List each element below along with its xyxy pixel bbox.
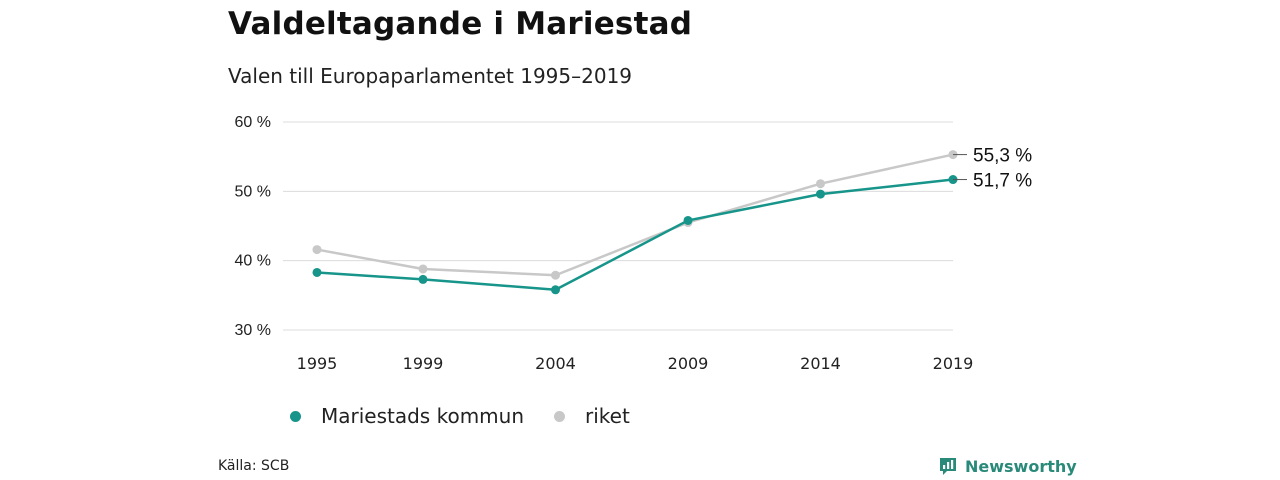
data-point-mariestad-1999	[418, 274, 428, 284]
data-point-mariestad-2014	[816, 189, 825, 199]
x-tick-label: 2009	[668, 354, 709, 373]
x-tick-label: 2014	[800, 354, 841, 373]
chart-subtitle: Valen till Europaparlamentet 1995–2019	[228, 64, 633, 88]
y-tick-label: 40 %	[235, 253, 271, 270]
legend: Mariestads kommun riket	[290, 404, 660, 428]
y-tick-label: 30 %	[235, 322, 271, 339]
chart-title: Valdeltagande i Mariestad	[228, 6, 693, 42]
y-tick-label: 50 %	[235, 183, 271, 200]
data-point-riket-2014	[816, 179, 825, 189]
y-tick-label: 60 %	[235, 114, 271, 131]
legend-marker-mariestad	[290, 410, 301, 422]
data-point-riket-2004	[551, 270, 560, 280]
legend-label-riket: riket	[585, 404, 630, 428]
data-point-riket-1999	[418, 264, 428, 274]
legend-label-mariestad: Mariestads kommun	[321, 404, 525, 428]
brand-logo: Newsworthy	[938, 456, 1077, 476]
end-label-riket: 55,3 %	[973, 146, 1032, 167]
legend-item-riket: riket	[554, 404, 630, 428]
series-line-mariestad	[315, 178, 955, 292]
x-tick-label: 2004	[535, 354, 576, 373]
data-point-mariestad-2004	[551, 285, 560, 295]
data-point-mariestad-2009	[683, 215, 693, 225]
series-line-riket	[315, 153, 955, 277]
brand-name: Newsworthy	[965, 456, 1077, 476]
x-tick-label: 1995	[297, 354, 338, 373]
data-point-mariestad-1995	[312, 267, 322, 277]
legend-item-mariestad: Mariestads kommun	[290, 404, 524, 428]
x-tick-label: 2019	[933, 354, 974, 373]
line-chart: 30 % 40 % 50 % 60 % 1995 1999 2004 2009 2014 2019…	[235, 114, 1033, 373]
data-point-riket-1995	[312, 245, 322, 255]
x-tick-label: 1999	[403, 354, 444, 373]
end-label-mariestad: 51,7 %	[973, 171, 1032, 192]
legend-marker-riket	[554, 410, 566, 422]
source-note: Källa: SCB	[218, 458, 290, 474]
newsworthy-logo-icon	[940, 458, 956, 475]
